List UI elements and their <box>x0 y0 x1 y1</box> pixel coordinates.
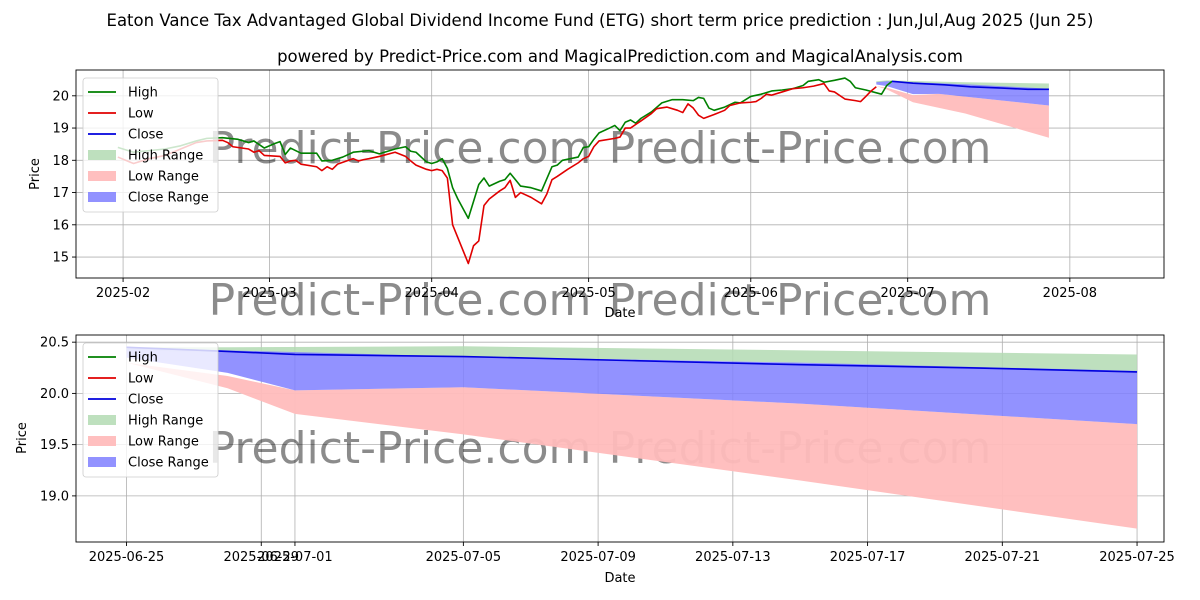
x-tick-label: 2025-08 <box>1043 286 1097 301</box>
close-series-line <box>891 80 1049 91</box>
x-tick-label: 2025-07-01 <box>257 550 333 565</box>
y-tick-label: 19 <box>52 122 69 137</box>
legend-label-close: Close <box>128 128 163 143</box>
legend-box <box>82 77 219 213</box>
y-tick-label: 19.5 <box>40 438 69 453</box>
y-tick-label: 19.0 <box>40 489 69 504</box>
legend-label-close-range: Close Range <box>128 456 209 471</box>
legend-swatch-high-range <box>88 150 116 160</box>
y-tick-label: 17 <box>52 186 69 201</box>
x-tick-label: 2025-07-25 <box>1099 550 1175 565</box>
x-tick-label: 2025-07-13 <box>695 550 771 565</box>
high-series-line <box>117 77 893 220</box>
history-grid <box>76 70 1164 278</box>
y-tick-label: 20 <box>52 89 69 104</box>
forecast-legend: High Low Close High Range Low Range Close Ran… <box>82 342 219 478</box>
history-plot-frame <box>75 69 1165 279</box>
history-ranges <box>876 80 1049 138</box>
legend-swatch-high-range <box>88 415 116 425</box>
x-tick-label: 2025-07-17 <box>830 550 906 565</box>
legend-label-low: Low <box>128 107 154 122</box>
forecast-lines <box>126 346 1138 373</box>
x-tick-label: 2025-03 <box>242 286 296 301</box>
watermark-text: Predict-Price.com <box>609 123 992 174</box>
legend-label-high: High <box>128 351 158 366</box>
legend-label-close: Close <box>128 393 163 408</box>
history-ticks: 2025-02 2025-03 2025-04 2025-05 2025-06 2025-… <box>52 89 1097 301</box>
legend-swatch-close-range <box>88 457 116 467</box>
x-tick-label: 2025-05 <box>561 286 615 301</box>
legend-label-close-range: Close Range <box>128 191 209 206</box>
x-tick-label: 2025-06 <box>724 286 778 301</box>
legend-box <box>82 342 219 478</box>
low-range-band <box>126 362 1138 529</box>
watermark-text: Predict-Price.com <box>209 275 592 326</box>
forecast-panel: Predict-Price.com Predict-Price.com 2025… <box>15 334 1175 586</box>
y-tick-label: 18 <box>52 154 69 169</box>
x-tick-label: 2025-07 <box>881 286 935 301</box>
legend-label-high-range: High Range <box>128 414 203 429</box>
legend-label-high: High <box>128 86 158 101</box>
close-series-line <box>126 346 1138 373</box>
history-x-axis-label: Date <box>604 306 635 321</box>
legend-swatch-low-range <box>88 171 116 181</box>
y-tick-label: 20.0 <box>40 387 69 402</box>
legend-swatch-close-range <box>88 192 116 202</box>
watermark-text: Predict-Price.com <box>609 275 992 326</box>
legend-swatch-low-range <box>88 436 116 446</box>
low-series-line <box>117 82 877 265</box>
chart-title: Eaton Vance Tax Advantaged Global Divide… <box>107 11 1094 30</box>
forecast-plot-frame <box>75 334 1165 543</box>
close-range-band <box>876 81 1049 106</box>
y-tick-label: 20.5 <box>40 336 69 351</box>
high-range-band <box>126 346 1138 373</box>
history-y-axis-label: Price <box>28 158 43 190</box>
legend-label-low: Low <box>128 372 154 387</box>
chart-subtitle: powered by Predict-Price.com and Magical… <box>277 47 963 66</box>
low-range-band <box>876 86 1049 138</box>
x-tick-label: 2025-07-09 <box>560 550 636 565</box>
y-tick-label: 15 <box>52 251 69 266</box>
forecast-x-axis-label: Date <box>604 571 635 586</box>
y-tick-label: 16 <box>52 218 69 233</box>
legend-label-low-range: Low Range <box>128 170 199 185</box>
x-tick-label: 2025-02 <box>96 286 150 301</box>
history-lines <box>117 77 1049 265</box>
x-tick-label: 2025-04 <box>405 286 459 301</box>
forecast-y-axis-label: Price <box>15 422 30 454</box>
x-tick-label: 2025-07-05 <box>426 550 502 565</box>
legend-label-low-range: Low Range <box>128 435 199 450</box>
history-panel: Predict-Price.com Predict-Price.com Pred… <box>28 69 1165 326</box>
x-tick-label: 2025-06-25 <box>89 550 165 565</box>
history-legend: High Low Close High Range Low Range Close Ran… <box>82 77 219 213</box>
x-tick-label: 2025-06-29 <box>223 550 299 565</box>
legend-label-high-range: High Range <box>128 149 203 164</box>
x-tick-label: 2025-07-21 <box>965 550 1041 565</box>
